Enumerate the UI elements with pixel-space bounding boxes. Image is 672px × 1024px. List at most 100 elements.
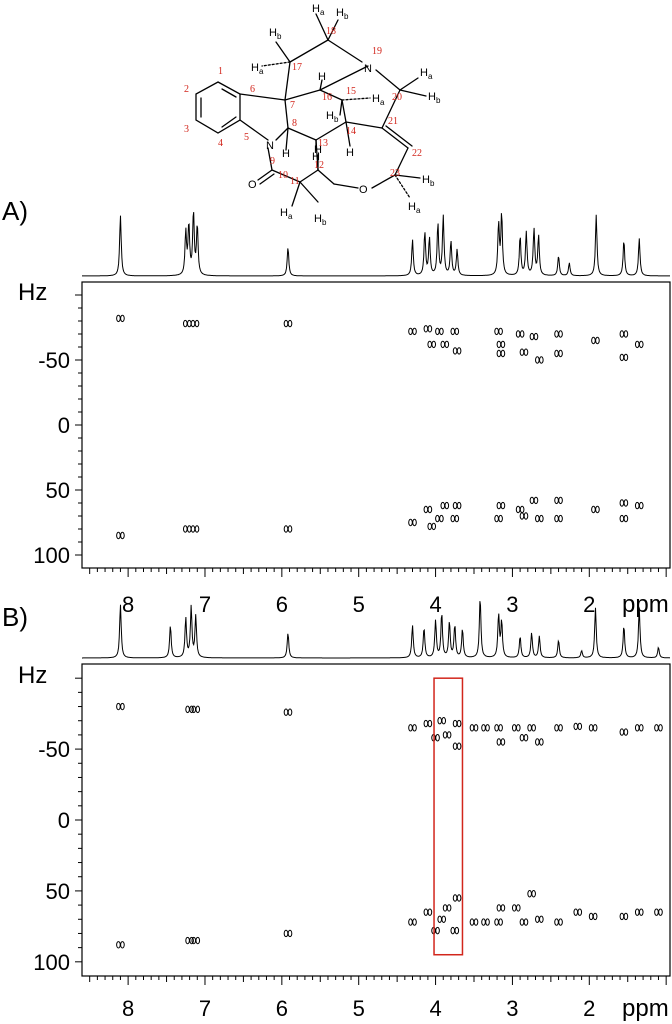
atom-number: 23 xyxy=(390,168,400,179)
cross-peak xyxy=(591,336,600,345)
x-tick-label: 6 xyxy=(276,592,288,617)
cross-peak xyxy=(496,349,506,358)
x-tick-label: 3 xyxy=(506,592,518,617)
cross-peak xyxy=(619,330,629,338)
cross-peak xyxy=(634,340,644,349)
cross-peak xyxy=(535,356,544,364)
cross-peak xyxy=(469,918,479,926)
ha-label: Ha xyxy=(312,3,325,17)
h-label: H xyxy=(346,147,354,159)
atom-number: 20 xyxy=(392,92,402,103)
cross-peak xyxy=(496,904,506,912)
cross-peak xyxy=(554,496,563,505)
cross-peak xyxy=(496,340,506,349)
highlight-box xyxy=(433,677,464,956)
cross-peak xyxy=(519,734,529,742)
panel-b-1d-trace xyxy=(82,601,671,659)
cross-peak xyxy=(496,501,506,510)
atom-number: 11 xyxy=(290,176,300,187)
cross-peak xyxy=(469,724,479,732)
atom-number: 10 xyxy=(278,170,288,181)
cross-peak xyxy=(619,353,629,362)
cross-peak xyxy=(554,349,563,358)
cross-peak xyxy=(116,531,125,540)
hb-label: Hb xyxy=(269,27,282,41)
cross-peak xyxy=(283,708,293,716)
cross-peak xyxy=(423,908,433,916)
panel-a-cross-peaks xyxy=(116,314,644,540)
atom-n19: N xyxy=(364,63,372,75)
cross-peak xyxy=(191,936,201,945)
ha-label: Ha xyxy=(251,62,264,76)
cross-peak xyxy=(588,724,598,732)
panel-b-frame xyxy=(81,663,671,977)
panel-b-y-axis: -50 0 50 100 xyxy=(33,677,82,975)
atom-o-carbonyl: O xyxy=(248,179,257,191)
cross-peak xyxy=(573,722,583,731)
cross-peak xyxy=(634,501,644,510)
cross-peak xyxy=(440,501,450,510)
cross-peak xyxy=(116,702,125,711)
atom-number: 19 xyxy=(372,46,382,57)
cross-peak xyxy=(496,738,506,746)
atom-number: 14 xyxy=(346,126,356,137)
atom-number: 22 xyxy=(412,148,422,159)
atom-number: 9 xyxy=(270,156,275,167)
x-tick-label: 5 xyxy=(353,592,365,617)
y-tick-label: -50 xyxy=(38,348,70,373)
atom-number: 15 xyxy=(346,86,356,97)
cross-peak xyxy=(554,918,563,926)
cross-peak xyxy=(185,936,194,945)
panel-a-y-axis: -50 0 50 100 xyxy=(33,294,82,568)
x-tick-label: 3 xyxy=(506,996,518,1021)
cross-peak xyxy=(427,340,437,349)
cross-peak xyxy=(519,512,529,520)
atom-n9: N xyxy=(266,140,274,152)
cross-peak xyxy=(450,514,460,523)
cross-peak xyxy=(423,325,433,333)
cross-peak xyxy=(554,330,563,338)
spectrum-1d-line xyxy=(82,212,670,277)
x-tick-label: 8 xyxy=(122,996,134,1021)
cross-peak xyxy=(588,912,598,921)
cross-peak xyxy=(442,731,452,739)
cross-peak xyxy=(437,717,447,725)
cross-peak xyxy=(591,505,600,514)
cross-peak xyxy=(494,918,503,926)
cross-peak xyxy=(452,719,462,728)
cross-peak xyxy=(423,505,433,514)
cross-peak xyxy=(619,728,629,736)
cross-peak xyxy=(634,908,644,916)
cross-peak xyxy=(519,348,529,356)
atom-number: 17 xyxy=(292,62,302,73)
cross-peak xyxy=(283,319,293,328)
cross-peak xyxy=(494,327,503,336)
cross-peak xyxy=(529,496,539,505)
cross-peak xyxy=(452,347,462,355)
cross-peak xyxy=(185,705,194,714)
hb-label: Hb xyxy=(428,91,441,105)
panel-b-y-unit: Hz xyxy=(18,662,47,689)
atom-number: 5 xyxy=(244,132,249,143)
cross-peak xyxy=(116,314,125,323)
cross-peak xyxy=(527,724,536,732)
panel-a-y-unit: Hz xyxy=(18,279,47,306)
y-tick-label: 0 xyxy=(58,413,70,438)
cross-peak xyxy=(535,738,544,746)
x-tick-label: 2 xyxy=(583,996,595,1021)
atom-o-ether: O xyxy=(359,184,368,196)
x-tick-label: 6 xyxy=(276,996,288,1021)
cross-peak xyxy=(116,941,125,949)
cross-peak xyxy=(511,904,521,912)
cross-peak xyxy=(437,915,447,923)
x-tick-label: 5 xyxy=(353,996,365,1021)
ha-label: Ha xyxy=(372,93,385,107)
cross-peak xyxy=(481,918,490,926)
x-tick-label: 7 xyxy=(199,592,211,617)
cross-peak xyxy=(283,929,293,938)
cross-peak xyxy=(408,918,417,926)
ha-label: Ha xyxy=(280,207,293,221)
atom-number: 6 xyxy=(250,84,255,95)
y-tick-label: 100 xyxy=(33,543,70,568)
cross-peak xyxy=(183,525,192,533)
